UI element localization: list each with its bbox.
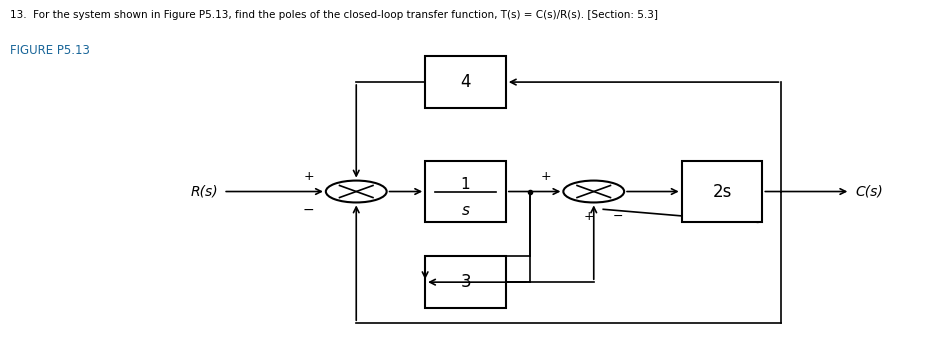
- Text: R(s): R(s): [191, 185, 218, 198]
- Text: +: +: [541, 170, 552, 183]
- Text: 4: 4: [460, 73, 471, 91]
- Bar: [426, 161, 505, 222]
- Text: 1: 1: [461, 177, 470, 192]
- Text: 2s: 2s: [712, 183, 732, 200]
- Text: −: −: [612, 210, 623, 223]
- Text: C(s): C(s): [855, 185, 883, 198]
- Circle shape: [326, 181, 387, 202]
- Bar: [426, 56, 505, 108]
- Text: 13.  For the system shown in Figure P5.13, find the poles of the closed-loop tra: 13. For the system shown in Figure P5.13…: [10, 10, 657, 20]
- Text: 3: 3: [460, 273, 471, 291]
- Text: +: +: [303, 170, 314, 183]
- Text: +: +: [583, 210, 595, 223]
- Bar: [426, 256, 505, 308]
- Bar: [682, 161, 762, 222]
- Text: −: −: [303, 203, 314, 217]
- Text: s: s: [462, 203, 469, 218]
- Text: FIGURE P5.13: FIGURE P5.13: [10, 44, 89, 57]
- Circle shape: [563, 181, 624, 202]
